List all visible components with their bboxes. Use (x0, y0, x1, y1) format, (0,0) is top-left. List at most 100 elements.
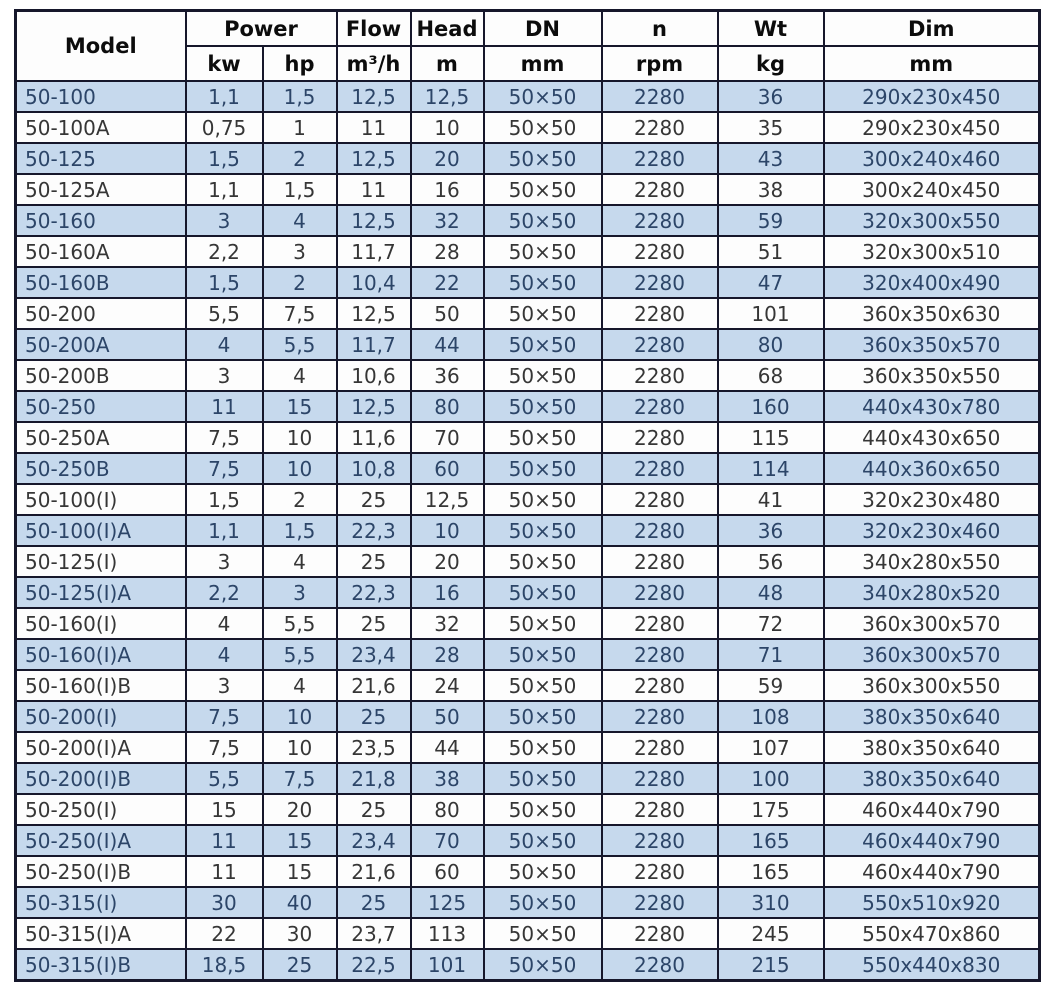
cell-wt: 59 (716, 204, 825, 237)
cell-hp: 15 (261, 824, 338, 857)
cell-wt: 160 (716, 390, 825, 423)
cell-dn: 50×50 (482, 390, 603, 423)
cell-kw: 22 (184, 917, 264, 950)
cell-model: 50-200A (14, 328, 187, 361)
cell-dn: 50×50 (482, 452, 603, 485)
unit-header-n: rpm (600, 45, 719, 82)
cell-wt: 68 (716, 359, 825, 392)
cell-wt: 80 (716, 328, 825, 361)
cell-dim: 360x350x550 (822, 359, 1041, 392)
cell-hp: 4 (261, 669, 338, 702)
cell-flow: 25 (335, 793, 412, 826)
table-row: 50-200 5,5 7,5 12,5 50 50×50 2280 101 360x350x63… (14, 297, 1041, 330)
cell-flow: 21,8 (335, 762, 412, 795)
cell-head: 36 (409, 359, 485, 392)
cell-hp: 10 (261, 452, 338, 485)
cell-wt: 108 (716, 700, 825, 733)
cell-model: 50-100(I)A (14, 514, 187, 547)
cell-dn: 50×50 (482, 700, 603, 733)
cell-wt: 71 (716, 638, 825, 671)
cell-dim: 460x440x790 (822, 824, 1041, 857)
cell-dim: 440x430x650 (822, 421, 1041, 454)
cell-dim: 360x300x570 (822, 638, 1041, 671)
cell-head: 10 (409, 514, 485, 547)
cell-flow: 12,5 (335, 204, 412, 237)
table-row: 50-315(I)B 18,5 25 22,5 101 50×50 2280 215 550x4… (14, 948, 1041, 982)
cell-rpm: 2280 (600, 266, 719, 299)
table-row: 50-200(I)A 7,5 10 23,5 44 50×50 2280 107 380x350… (14, 731, 1041, 764)
table-row: 50-160B 1,5 2 10,4 22 50×50 2280 47 320x400x490 (14, 266, 1041, 299)
cell-model: 50-250A (14, 421, 187, 454)
cell-rpm: 2280 (600, 111, 719, 144)
cell-kw: 18,5 (184, 948, 264, 982)
cell-dim: 380x350x640 (822, 731, 1041, 764)
cell-head: 101 (409, 948, 485, 982)
cell-model: 50-160A (14, 235, 187, 268)
cell-wt: 101 (716, 297, 825, 330)
cell-wt: 107 (716, 731, 825, 764)
cell-dn: 50×50 (482, 855, 603, 888)
cell-head: 50 (409, 297, 485, 330)
cell-rpm: 2280 (600, 638, 719, 671)
cell-dim: 360x350x570 (822, 328, 1041, 361)
cell-hp: 3 (261, 576, 338, 609)
table-row: 50-250(I) 15 20 25 80 50×50 2280 175 460x440x790 (14, 793, 1041, 826)
cell-kw: 7,5 (184, 700, 264, 733)
cell-rpm: 2280 (600, 359, 719, 392)
cell-wt: 165 (716, 855, 825, 888)
unit-header-hp: hp (261, 45, 338, 82)
cell-flow: 11,7 (335, 328, 412, 361)
table-row: 50-250B 7,5 10 10,8 60 50×50 2280 114 440x360x65… (14, 452, 1041, 485)
cell-dn: 50×50 (482, 142, 603, 175)
cell-dim: 320x230x460 (822, 514, 1041, 547)
cell-wt: 38 (716, 173, 825, 206)
cell-wt: 59 (716, 669, 825, 702)
cell-dn: 50×50 (482, 80, 603, 113)
cell-hp: 2 (261, 483, 338, 516)
cell-dim: 380x350x640 (822, 700, 1041, 733)
table-row: 50-200(I)B 5,5 7,5 21,8 38 50×50 2280 100 380x35… (14, 762, 1041, 795)
cell-rpm: 2280 (600, 700, 719, 733)
cell-dn: 50×50 (482, 607, 603, 640)
cell-rpm: 2280 (600, 731, 719, 764)
header-row-units: kw hp m³/h m mm rpm kg mm (16, 45, 1041, 82)
cell-flow: 11,7 (335, 235, 412, 268)
cell-rpm: 2280 (600, 80, 719, 113)
cell-kw: 2,2 (184, 235, 264, 268)
column-header-n: n (600, 9, 719, 47)
column-header-power: Power (184, 9, 338, 47)
cell-flow: 25 (335, 483, 412, 516)
table-row: 50-315(I)A 22 30 23,7 113 50×50 2280 245 550x470… (14, 917, 1041, 950)
table-body: 50-100 1,1 1,5 12,5 12,5 50×50 2280 36 290x230x4… (14, 80, 1041, 982)
cell-hp: 1,5 (261, 514, 338, 547)
cell-head: 10 (409, 111, 485, 144)
cell-hp: 15 (261, 855, 338, 888)
cell-model: 50-160(I) (14, 607, 187, 640)
cell-dn: 50×50 (482, 297, 603, 330)
cell-head: 16 (409, 173, 485, 206)
cell-rpm: 2280 (600, 576, 719, 609)
column-header-flow: Flow (335, 9, 412, 47)
cell-flow: 11,6 (335, 421, 412, 454)
cell-head: 12,5 (409, 80, 485, 113)
cell-kw: 11 (184, 390, 264, 423)
cell-dn: 50×50 (482, 266, 603, 299)
cell-kw: 30 (184, 886, 264, 919)
table-row: 50-125(I) 3 4 25 20 50×50 2280 56 340x280x550 (14, 545, 1041, 578)
cell-kw: 1,1 (184, 514, 264, 547)
table-row: 50-250(I)A 11 15 23,4 70 50×50 2280 165 460x440x… (14, 824, 1041, 857)
cell-rpm: 2280 (600, 545, 719, 578)
cell-model: 50-125(I) (14, 545, 187, 578)
cell-dn: 50×50 (482, 483, 603, 516)
cell-hp: 2 (261, 266, 338, 299)
cell-kw: 3 (184, 669, 264, 702)
cell-model: 50-315(I) (14, 886, 187, 919)
cell-flow: 22,3 (335, 514, 412, 547)
cell-head: 60 (409, 452, 485, 485)
cell-head: 12,5 (409, 483, 485, 516)
cell-dim: 360x350x630 (822, 297, 1041, 330)
table-row: 50-250 11 15 12,5 80 50×50 2280 160 440x430x780 (14, 390, 1041, 423)
cell-dn: 50×50 (482, 328, 603, 361)
cell-kw: 15 (184, 793, 264, 826)
unit-header-dn: mm (482, 45, 603, 82)
